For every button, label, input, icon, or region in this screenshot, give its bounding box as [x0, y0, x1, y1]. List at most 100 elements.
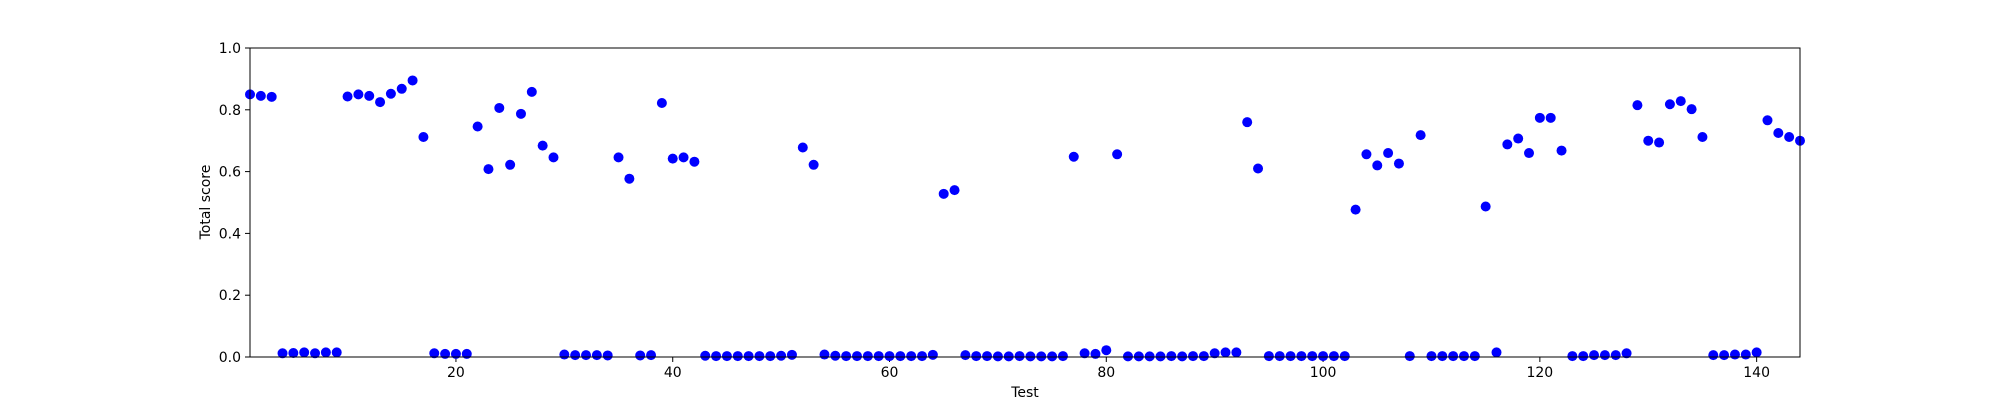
- data-point: [1491, 347, 1502, 358]
- data-point: [656, 98, 667, 109]
- y-tick-label: 0.8: [219, 103, 241, 119]
- data-point: [1068, 151, 1079, 162]
- data-point: [1697, 131, 1708, 142]
- data-point: [331, 347, 342, 358]
- data-point: [917, 351, 928, 362]
- y-tick-label: 0.0: [219, 350, 241, 366]
- data-point: [396, 83, 407, 94]
- data-point: [851, 351, 862, 362]
- data-point: [1372, 160, 1383, 171]
- data-point: [884, 351, 895, 362]
- data-point: [1242, 117, 1253, 128]
- data-point: [515, 108, 526, 119]
- data-point: [581, 350, 592, 361]
- data-point: [1545, 112, 1556, 123]
- data-point: [1534, 112, 1545, 123]
- data-point: [1610, 350, 1621, 361]
- data-point: [407, 75, 418, 86]
- data-point: [288, 347, 299, 358]
- data-point: [1285, 351, 1296, 362]
- data-point: [1112, 149, 1123, 160]
- data-point: [808, 159, 819, 170]
- data-point: [255, 90, 266, 101]
- data-point: [1003, 351, 1014, 362]
- data-point: [971, 351, 982, 362]
- x-tick-label: 40: [664, 365, 682, 381]
- data-point: [1328, 351, 1339, 362]
- data-point: [299, 347, 310, 358]
- data-point: [862, 351, 873, 362]
- x-tick-label: 140: [1743, 365, 1770, 381]
- data-point: [505, 159, 516, 170]
- data-point: [667, 153, 678, 164]
- data-point: [559, 349, 570, 360]
- data-point: [1404, 351, 1415, 362]
- data-point: [1654, 137, 1665, 148]
- data-point: [1177, 351, 1188, 362]
- data-point: [906, 351, 917, 362]
- y-tick-label: 0.2: [219, 288, 241, 304]
- data-point: [646, 350, 657, 361]
- data-point: [1231, 347, 1242, 358]
- data-point: [266, 91, 277, 102]
- data-point: [1664, 99, 1675, 110]
- data-point: [819, 349, 830, 360]
- data-point: [765, 351, 776, 362]
- data-point: [570, 350, 581, 361]
- data-point: [895, 351, 906, 362]
- data-point: [1437, 351, 1448, 362]
- x-axis-label: Test: [1010, 385, 1039, 400]
- x-tick-label: 20: [447, 365, 465, 381]
- data-point: [483, 164, 494, 175]
- data-point: [1708, 350, 1719, 361]
- plot-frame: [249, 47, 1801, 358]
- data-point: [440, 348, 451, 359]
- data-point: [1729, 349, 1740, 360]
- data-point: [1480, 201, 1491, 212]
- data-point: [624, 173, 635, 184]
- data-point: [841, 351, 852, 362]
- data-point: [1263, 351, 1274, 362]
- data-point: [1155, 351, 1166, 362]
- data-point: [472, 121, 483, 132]
- data-point: [1188, 351, 1199, 362]
- data-point: [1686, 104, 1697, 115]
- data-point: [982, 351, 993, 362]
- data-point: [1090, 348, 1101, 359]
- data-point: [635, 350, 646, 361]
- data-point: [1047, 351, 1058, 362]
- data-point: [1719, 350, 1730, 361]
- x-tick-label: 80: [1097, 365, 1115, 381]
- data-point: [1166, 351, 1177, 362]
- data-point: [1274, 351, 1285, 362]
- data-point: [743, 351, 754, 362]
- data-point: [277, 348, 288, 359]
- data-point: [1632, 100, 1643, 111]
- data-point: [678, 152, 689, 163]
- data-point: [1556, 145, 1567, 156]
- data-point: [429, 348, 440, 359]
- data-point: [1393, 158, 1404, 169]
- data-point: [1122, 351, 1133, 362]
- data-point: [938, 188, 949, 199]
- data-point: [1144, 351, 1155, 362]
- data-point: [1025, 351, 1036, 362]
- y-tick-label: 0.4: [219, 226, 241, 242]
- data-point: [1762, 115, 1773, 126]
- data-point: [700, 350, 711, 361]
- data-point: [689, 156, 700, 167]
- data-point: [310, 348, 321, 359]
- data-point: [1079, 348, 1090, 359]
- y-tick-label: 0.6: [219, 165, 241, 181]
- data-point: [1773, 127, 1784, 138]
- data-point: [494, 102, 505, 113]
- data-point: [1599, 350, 1610, 361]
- data-point: [776, 350, 787, 361]
- data-point: [1675, 96, 1686, 107]
- data-point: [1589, 350, 1600, 361]
- data-point: [375, 97, 386, 108]
- data-point: [613, 152, 624, 163]
- data-point: [1469, 351, 1480, 362]
- data-point: [1458, 351, 1469, 362]
- data-point: [927, 349, 938, 360]
